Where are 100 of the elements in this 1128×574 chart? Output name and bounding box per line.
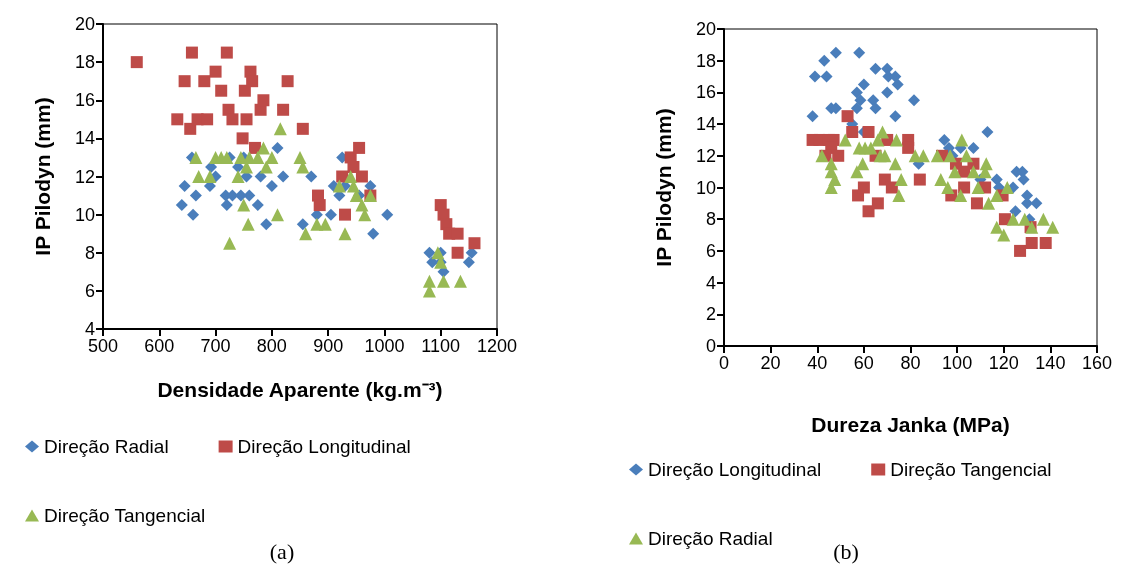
y-axis-title: IP Pilodyn (mm) — [31, 97, 54, 256]
point — [854, 94, 867, 107]
point — [869, 62, 882, 75]
x-tick-label: 160 — [1081, 353, 1113, 373]
point — [192, 170, 206, 183]
point — [318, 217, 332, 231]
y-tick-label: 12 — [695, 145, 716, 166]
point — [850, 86, 863, 99]
y-tick-label: 16 — [695, 82, 716, 103]
point — [818, 54, 831, 67]
point — [265, 180, 278, 193]
point — [954, 188, 968, 202]
point — [938, 133, 951, 146]
point — [203, 170, 217, 183]
point — [857, 78, 870, 91]
point — [838, 133, 852, 147]
point — [271, 141, 284, 154]
y-axis-title: IP Pilodyn (mm) — [652, 108, 675, 267]
point — [982, 196, 996, 210]
point — [971, 181, 985, 194]
point — [296, 122, 309, 135]
point — [215, 84, 228, 97]
point — [451, 227, 464, 240]
x-tick-label: 20 — [760, 353, 781, 373]
legend-label: Direção Tangencial — [890, 459, 1052, 480]
y-tick-label: 14 — [74, 128, 95, 149]
x-tick-label: 900 — [313, 336, 344, 356]
point — [178, 75, 191, 88]
point — [251, 150, 265, 164]
x-tick-label: 1200 — [476, 336, 518, 356]
x-tick-label: 700 — [200, 336, 231, 356]
point — [451, 246, 464, 259]
point — [240, 113, 253, 126]
point — [981, 126, 994, 139]
point — [281, 75, 294, 88]
x-tick-label: 100 — [942, 353, 973, 373]
point — [878, 149, 892, 163]
point — [862, 205, 875, 218]
point — [889, 110, 902, 123]
y-tick-label: 14 — [695, 114, 716, 135]
y-tick-label: 6 — [84, 280, 95, 301]
point — [344, 170, 358, 183]
point — [299, 227, 313, 241]
point — [270, 208, 284, 222]
x-tick-label: 1000 — [364, 336, 405, 356]
point — [305, 170, 318, 183]
point — [277, 103, 290, 116]
y-tick-label: 10 — [695, 177, 716, 198]
point — [881, 86, 894, 99]
point — [353, 141, 366, 154]
point — [381, 208, 394, 221]
x-tick-label: 120 — [988, 353, 1019, 373]
point — [185, 46, 198, 59]
point — [908, 94, 920, 107]
point — [864, 141, 878, 155]
x-tick-label: 600 — [144, 336, 175, 356]
point — [934, 173, 948, 187]
y-tick-label: 8 — [84, 242, 95, 263]
text: (b) — [833, 538, 859, 564]
point — [237, 198, 251, 212]
x-tick-label: 60 — [853, 353, 874, 373]
point — [260, 218, 273, 231]
point — [347, 160, 360, 173]
point — [468, 237, 481, 250]
point — [869, 102, 882, 115]
point — [296, 218, 309, 231]
point — [339, 208, 352, 221]
point — [1006, 212, 1020, 226]
point — [913, 173, 926, 186]
point — [850, 165, 864, 179]
point — [187, 208, 200, 221]
y-tick-label: 4 — [705, 272, 716, 293]
point — [997, 228, 1011, 242]
point — [850, 102, 863, 115]
point — [941, 181, 955, 194]
point — [338, 227, 352, 241]
point — [1000, 181, 1014, 194]
x-axis-title: Densidade Aparente (kg.m⁻³) — [157, 378, 443, 401]
point — [1025, 236, 1038, 249]
point — [916, 149, 930, 163]
point — [841, 110, 854, 123]
point — [990, 188, 1004, 202]
point — [1039, 236, 1052, 249]
point — [902, 141, 915, 154]
y-tick-label: 20 — [74, 14, 95, 34]
point — [198, 75, 211, 88]
x-tick-label: 140 — [1035, 353, 1066, 373]
point — [853, 46, 866, 59]
point — [1030, 197, 1043, 210]
legend-label: Direção Radial — [44, 436, 169, 457]
point — [238, 84, 251, 97]
point — [175, 199, 188, 212]
point — [241, 217, 255, 231]
point — [189, 150, 203, 164]
point — [846, 126, 859, 139]
x-tick-label: 0 — [718, 353, 730, 373]
legend-label: Direção Tangencial — [44, 505, 206, 526]
point — [1046, 220, 1060, 234]
point — [273, 122, 287, 136]
point — [857, 181, 870, 194]
